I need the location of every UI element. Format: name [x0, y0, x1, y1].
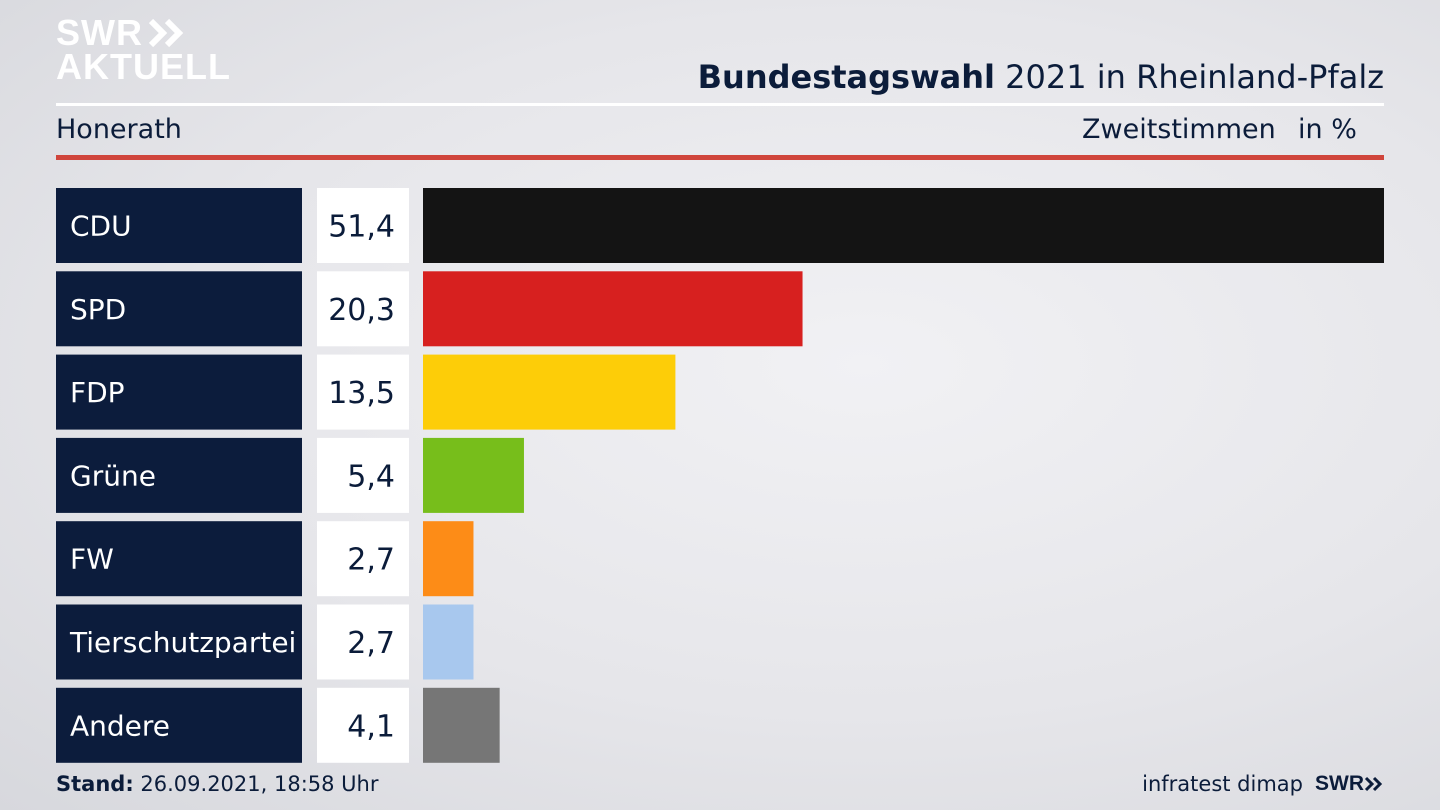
value-label-box — [317, 271, 409, 347]
party-label-box — [56, 687, 302, 763]
value-label-box — [317, 354, 409, 430]
logo-swr-text: SWR — [56, 12, 143, 53]
bar-fdp — [423, 354, 676, 430]
bar-tierschutzpartei — [423, 604, 474, 680]
bar-andere — [423, 687, 500, 763]
value-label: 20,3 — [328, 293, 395, 328]
source-credit: infratest dimap SWR — [1142, 772, 1384, 796]
party-label: Tierschutzpartei — [69, 626, 296, 659]
title-bold: Bundestagswahl — [697, 58, 995, 96]
subheader-divider — [56, 155, 1384, 160]
value-label-box — [317, 604, 409, 680]
source-label: infratest dimap — [1142, 772, 1303, 796]
swr-brand-small: SWR — [1315, 772, 1384, 796]
value-label-box — [317, 437, 409, 513]
timestamp: Stand: 26.09.2021, 18:58 Uhr — [56, 772, 379, 796]
value-label: 4,1 — [347, 709, 395, 744]
unit-label: in % — [1298, 114, 1357, 145]
value-label: 2,7 — [347, 626, 395, 661]
party-label-box — [56, 437, 302, 513]
party-label: FW — [70, 543, 114, 576]
region-name: Honerath — [56, 114, 182, 145]
bar-spd — [423, 271, 803, 347]
party-label: Grüne — [70, 459, 156, 492]
double-chevron-icon — [148, 18, 184, 48]
party-label: SPD — [70, 293, 126, 326]
chart-title: Bundestagswahl 2021 in Rheinland-Pfalz — [698, 58, 1384, 96]
party-label: Andere — [70, 709, 170, 742]
party-label-box — [56, 271, 302, 347]
bar-row-gr-ne: Grüne 5,4 — [56, 437, 524, 513]
party-label-box — [56, 188, 302, 263]
swr-aktuell-logo: SWR AKTUELL — [56, 12, 231, 87]
bar-row-fdp: FDP 13,5 — [56, 354, 676, 430]
value-label: 5,4 — [347, 459, 395, 494]
timestamp-label: Stand: — [56, 772, 134, 796]
party-label: CDU — [70, 210, 132, 243]
bar-row-tierschutzpartei: Tierschutzpartei 2,7 — [56, 604, 474, 680]
logo-aktuell-text: AKTUELL — [56, 46, 231, 87]
swr-brand-text: SWR — [1315, 772, 1364, 795]
value-label: 13,5 — [328, 376, 395, 411]
value-label: 51,4 — [328, 210, 395, 245]
header-divider — [56, 103, 1384, 106]
value-label-box — [317, 188, 409, 263]
party-label-box — [56, 521, 302, 597]
value-label-box — [317, 521, 409, 597]
bar-fw — [423, 521, 474, 597]
bar-row-fw: FW 2,7 — [56, 521, 474, 597]
party-label-box — [56, 354, 302, 430]
bar-row-spd: SPD 20,3 — [56, 271, 803, 347]
double-chevron-icon — [1364, 776, 1383, 792]
party-label-box — [56, 604, 302, 680]
bar-row-andere: Andere 4,1 — [56, 687, 500, 763]
vote-type-label: Zweitstimmen — [1082, 114, 1276, 145]
bar-row-cdu: CDU 51,4 — [56, 188, 1384, 263]
timestamp-value: 26.09.2021, 18:58 Uhr — [133, 772, 379, 796]
bar-cdu — [423, 188, 1384, 263]
value-label-box — [317, 687, 409, 763]
bar-gr-ne — [423, 437, 524, 513]
party-label: FDP — [70, 376, 125, 409]
title-rest: 2021 in Rheinland-Pfalz — [995, 58, 1384, 96]
value-label: 2,7 — [347, 543, 395, 578]
